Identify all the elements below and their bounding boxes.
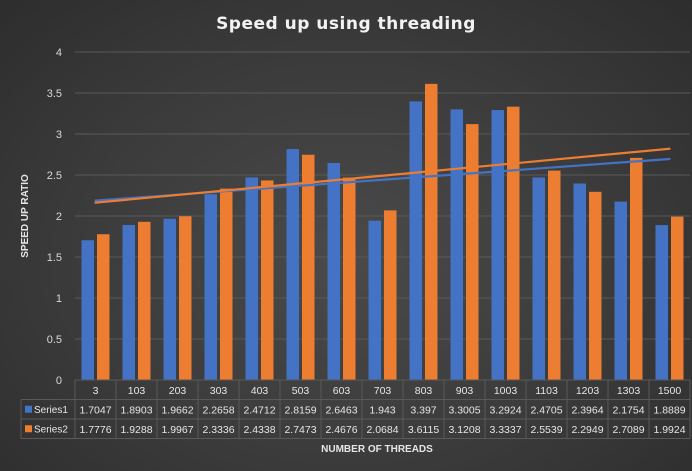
bar-series1-503 (286, 149, 299, 380)
data-label: 2.2658 (202, 405, 234, 417)
data-label: 1.9288 (120, 424, 152, 436)
bar-series1-203 (163, 218, 176, 380)
bar-series2-503 (302, 154, 315, 380)
data-label: 2.3964 (571, 405, 603, 417)
data-label: 3.3337 (489, 424, 521, 436)
legend-swatch-series1 (25, 405, 32, 413)
bar-series2-1003 (507, 106, 520, 380)
data-label: 1.7047 (79, 405, 111, 417)
bar-series2-203 (179, 216, 192, 380)
data-label: 1.8889 (653, 405, 685, 417)
y-tick-label: 3 (56, 129, 62, 141)
data-label: 3.1208 (448, 424, 480, 436)
bar-series1-1500 (655, 225, 668, 380)
data-label: 1.9967 (161, 424, 193, 436)
bar-series2-1203 (589, 191, 602, 380)
bar-series1-303 (204, 194, 217, 380)
x-tick-label: 303 (210, 385, 228, 397)
y-tick-label: 0.5 (47, 334, 62, 346)
bar-series2-3 (97, 234, 110, 380)
bar-series1-1203 (573, 183, 586, 380)
trendlines (94, 147, 671, 204)
data-label: 2.4338 (243, 424, 275, 436)
bar-series1-903 (450, 109, 463, 380)
trendline-series2 (94, 147, 671, 204)
bar-series2-403 (261, 180, 274, 380)
data-label: 2.5539 (530, 424, 562, 436)
data-label: 1.9924 (653, 424, 685, 436)
bar-series1-403 (245, 177, 258, 380)
data-label: 2.4705 (530, 405, 562, 417)
bar-series1-103 (122, 224, 135, 380)
x-tick-label: 903 (456, 385, 474, 397)
y-tick-label: 2 (56, 211, 62, 223)
x-tick-label: 103 (128, 385, 146, 397)
y-tick-label: 0 (56, 375, 62, 387)
bar-series1-1303 (614, 201, 627, 380)
x-tick-label: 1003 (494, 385, 518, 397)
data-label: 3.2924 (489, 405, 521, 417)
y-tick-label: 1 (56, 293, 62, 305)
data-label: 2.4712 (243, 405, 275, 417)
y-tick-label: 2.5 (47, 170, 62, 182)
x-tick-label: 203 (169, 385, 187, 397)
bars (81, 83, 684, 381)
x-tick-label: 1303 (617, 385, 641, 397)
bar-series1-1103 (532, 177, 545, 380)
bar-series1-3 (81, 240, 94, 380)
data-label: 2.3336 (202, 424, 234, 436)
legend-swatch-series2 (25, 425, 32, 433)
bar-series2-903 (466, 124, 479, 381)
data-table: 3 103 203 303 403 503 603 703 803 903 1003 1103 1203… (20, 379, 691, 439)
data-label: 3.6115 (408, 424, 439, 436)
data-label: 1.9662 (161, 405, 193, 417)
y-axis-title: SPEED UP RATIO (20, 174, 31, 258)
data-label: 2.1754 (612, 405, 644, 417)
data-label: 1.943 (369, 405, 395, 417)
y-tick-label: 3.5 (47, 88, 62, 100)
bar-series2-1103 (548, 170, 561, 380)
bar-series2-1500 (671, 216, 684, 380)
x-tick-label: 803 (415, 385, 433, 397)
data-label: 2.7473 (284, 424, 316, 436)
bar-series2-103 (138, 221, 151, 380)
data-label: 3.397 (410, 405, 436, 417)
y-tick-label: 4 (56, 47, 62, 59)
x-tick-label: 1203 (576, 385, 600, 397)
data-label: 1.7776 (79, 424, 111, 436)
bar-series2-603 (343, 177, 356, 380)
x-tick-label: 603 (333, 385, 351, 397)
data-label: 2.2949 (571, 424, 603, 436)
x-tick-label: 403 (251, 385, 269, 397)
bar-series2-303 (220, 188, 233, 380)
x-axis-title: NUMBER OF THREADS (321, 444, 433, 455)
x-tick-label: 503 (292, 385, 310, 397)
bar-series1-1003 (491, 110, 504, 381)
chart-title: Speed up using threading (216, 14, 476, 34)
x-tick-label: 1103 (535, 385, 558, 397)
data-label: 3.3005 (448, 405, 480, 417)
legend-label-series2: Series2 (34, 425, 68, 436)
x-tick-label: 3 (93, 385, 99, 397)
data-label: 2.4676 (325, 424, 357, 436)
legend-label-series1: Series1 (34, 405, 68, 416)
bar-series1-603 (327, 163, 340, 380)
y-tick-label: 1.5 (47, 252, 62, 264)
data-label: 2.8159 (284, 405, 316, 417)
bar-series2-703 (384, 210, 397, 380)
x-tick-label: 1500 (658, 385, 682, 397)
bar-series2-803 (425, 83, 438, 381)
x-tick-label: 703 (374, 385, 392, 397)
bar-series2-1303 (630, 157, 643, 380)
bar-series1-703 (368, 220, 381, 380)
data-label: 1.8903 (120, 405, 152, 417)
data-label: 2.6463 (325, 405, 357, 417)
y-axis-ticks: 0 0.5 1 1.5 2 2.5 3 3.5 4 (47, 47, 62, 387)
data-label: 2.0684 (366, 424, 398, 436)
bar-series1-803 (409, 101, 422, 381)
data-label: 2.7089 (612, 424, 644, 436)
